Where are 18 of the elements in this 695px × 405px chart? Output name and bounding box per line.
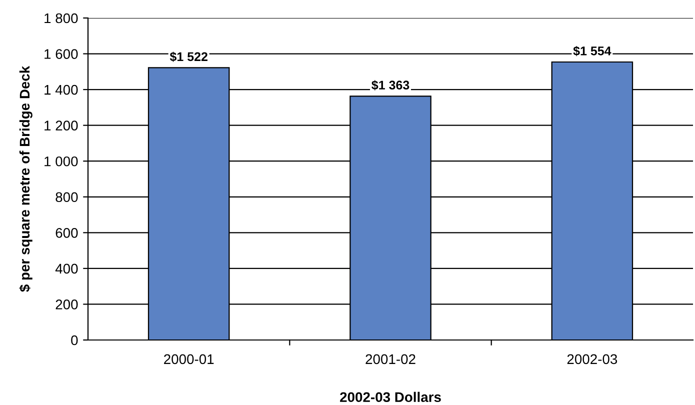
- y-tick-label: 0: [71, 335, 78, 346]
- y-tick-label: 1 600: [44, 49, 78, 59]
- x-tick-label: 2001-02: [366, 354, 416, 364]
- y-tick-label: 1 200: [44, 120, 78, 131]
- y-tick-label: 400: [55, 264, 78, 274]
- y-tick-label: 800: [56, 192, 78, 202]
- x-axis-title: 2002-03 Dollars: [340, 392, 441, 402]
- x-tick-label: 2002-03: [567, 354, 618, 364]
- y-tick-label: 1 800: [44, 13, 78, 24]
- y-axis-title: $ per square metre of Bridge Deck: [19, 66, 32, 292]
- data-label: $1 363: [372, 80, 410, 90]
- x-tick-label: 2000-01: [164, 354, 214, 364]
- y-tick-label: 1 400: [44, 84, 78, 95]
- data-label: $1 554: [573, 46, 612, 56]
- y-tick-label: 200: [56, 300, 78, 310]
- y-tick-label: 600: [56, 228, 78, 238]
- data-label: $1 522: [170, 52, 208, 62]
- y-tick-label: 1 000: [44, 156, 78, 166]
